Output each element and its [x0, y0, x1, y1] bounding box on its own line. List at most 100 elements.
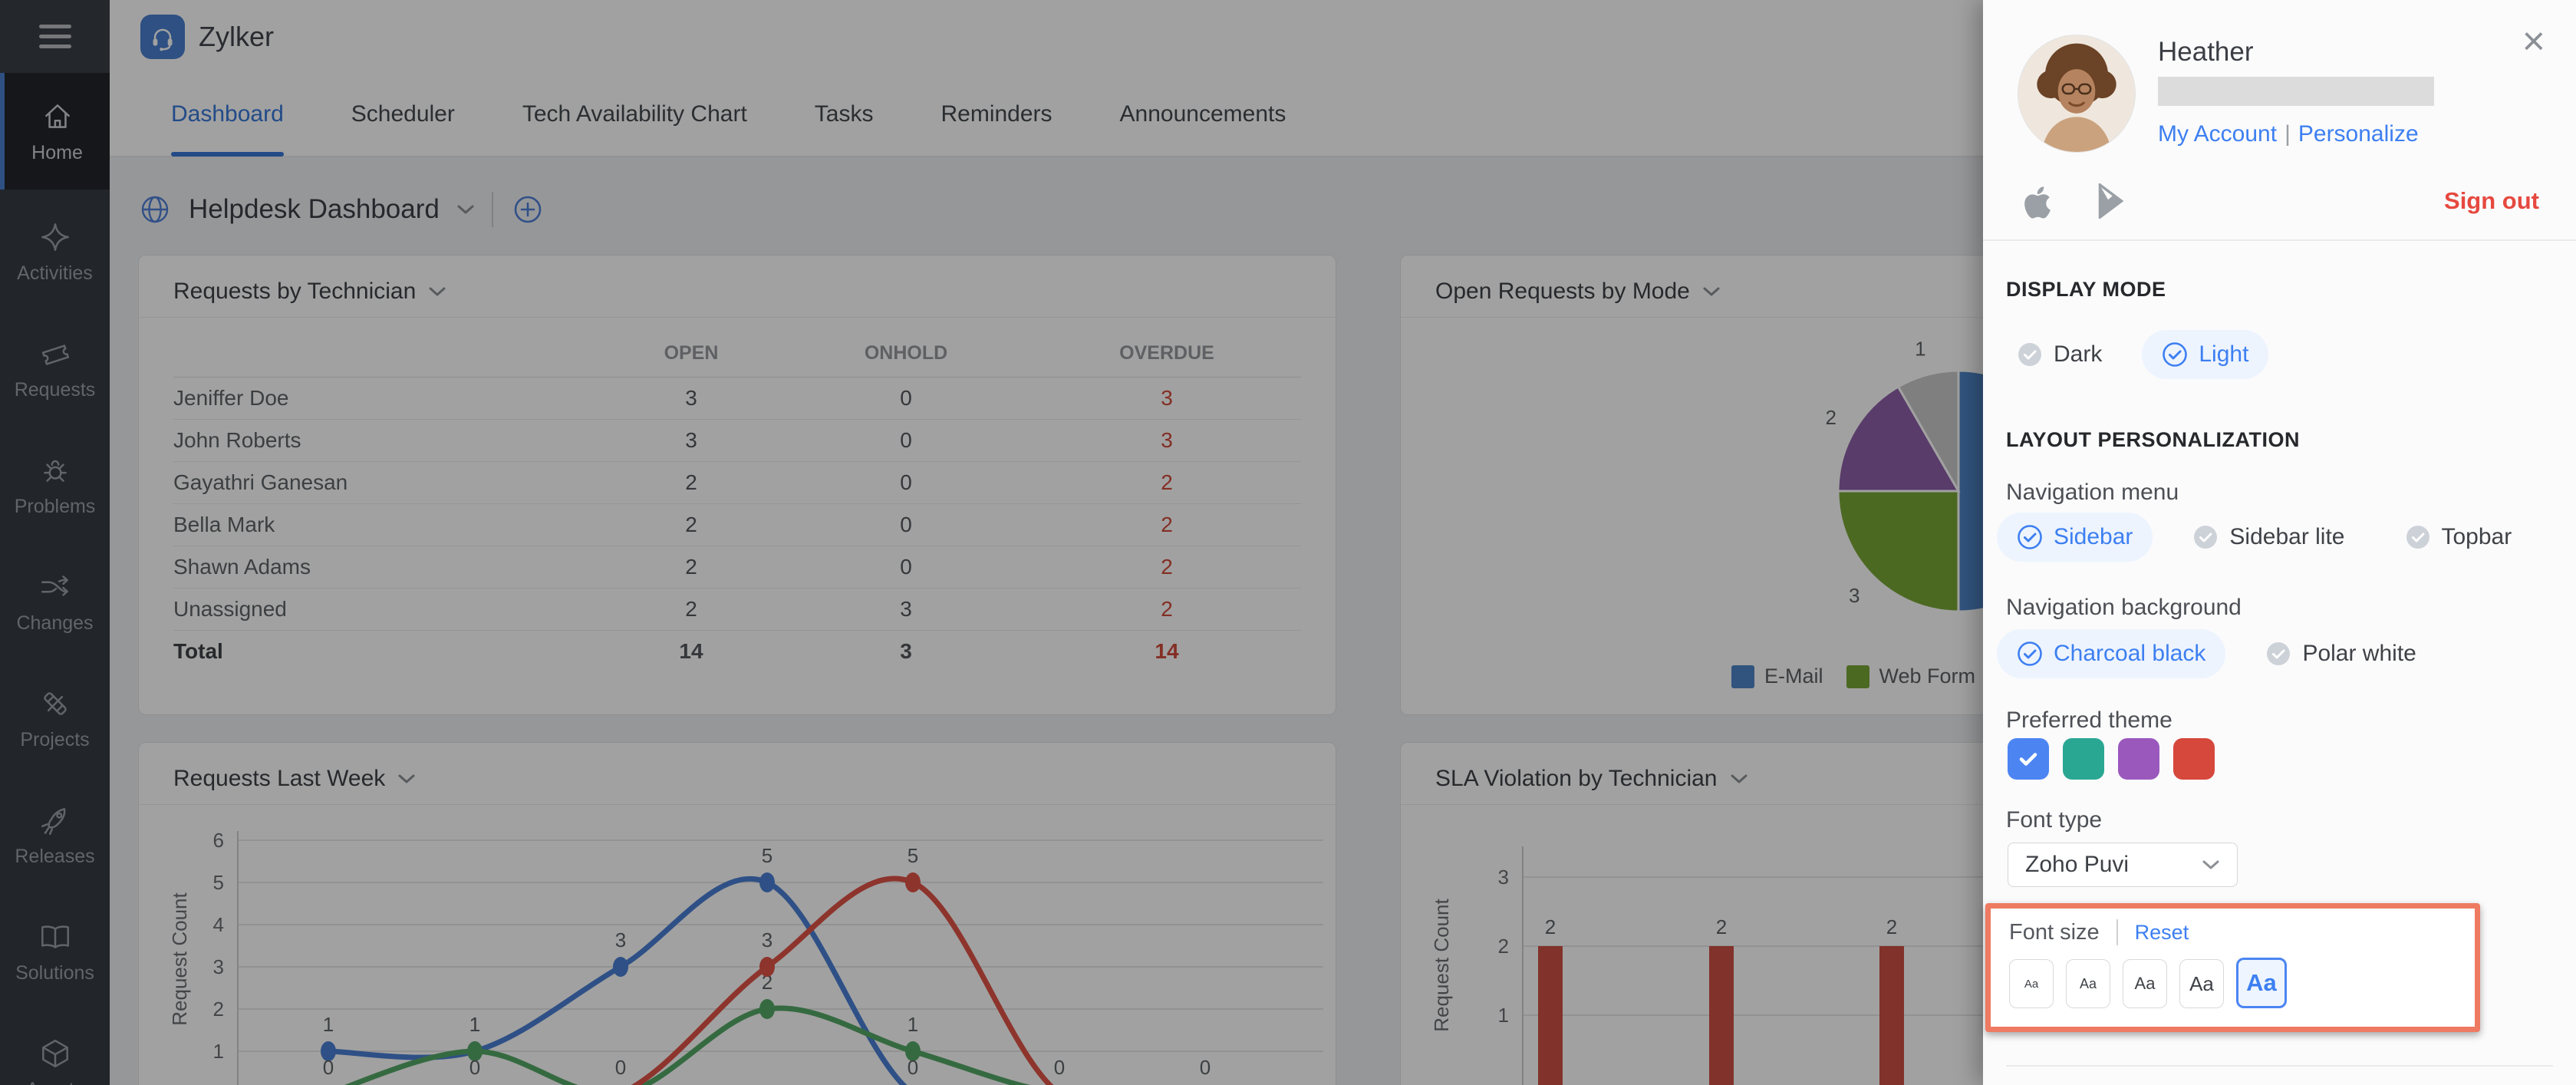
sidebar-item-assets[interactable]: Assets [0, 1010, 110, 1085]
page-title[interactable]: Helpdesk Dashboard [189, 194, 440, 224]
theme-swatch-red[interactable] [2173, 738, 2215, 780]
divider [1401, 317, 2518, 318]
table-row[interactable]: Unassigned 2 3 2 [173, 589, 1301, 631]
option-sidebar-lite[interactable]: Sidebar lite [2172, 513, 2364, 562]
widget-title-dropdown[interactable]: Requests Last Week [173, 766, 416, 792]
page-title-row: Helpdesk Dashboard [138, 183, 545, 236]
widget-title-dropdown[interactable]: Requests by Technician [173, 279, 446, 305]
sidebar-item-releases[interactable]: Releases [0, 777, 110, 893]
svg-text:3: 3 [762, 928, 772, 951]
apple-store-icon[interactable] [2023, 183, 2055, 219]
chevron-down-icon[interactable] [456, 204, 475, 215]
tab-tasks[interactable]: Tasks [814, 101, 874, 127]
table-row[interactable]: Gayathri Ganesan 2 0 2 [173, 462, 1301, 504]
svg-text:2: 2 [1545, 915, 1556, 938]
sidebar-item-label: Problems [14, 495, 96, 517]
my-account-link[interactable]: My Account [2158, 121, 2278, 147]
tab-tech-availability-chart[interactable]: Tech Availability Chart [522, 101, 747, 127]
sidebar-item-activities[interactable]: Activities [0, 193, 110, 310]
user-email-placeholder [2158, 77, 2434, 106]
sign-out-button[interactable]: Sign out [2444, 187, 2539, 214]
option-topbar[interactable]: Topbar [2385, 513, 2532, 562]
font-size-button-3[interactable]: Aa [2123, 959, 2167, 1008]
chevron-down-icon [2202, 860, 2219, 869]
sidebar-item-label: Home [31, 141, 83, 163]
widget-title-dropdown[interactable]: SLA Violation by Technician [1435, 766, 1748, 792]
personalize-link[interactable]: Personalize [2298, 121, 2419, 147]
font-size-button-4[interactable]: Aa [2179, 959, 2224, 1008]
sidebar-item-solutions[interactable]: Solutions [0, 893, 110, 1010]
svg-text:1: 1 [469, 1013, 480, 1036]
sidebar-nav: Home Activities Requests Problems Change… [0, 0, 110, 1085]
legend-item[interactable]: E-Mail [1731, 665, 1823, 688]
theme-swatch-purple[interactable] [2118, 738, 2159, 780]
user-name: Heather [2158, 37, 2254, 67]
sidebar-item-projects[interactable]: Projects [0, 660, 110, 777]
sidebar-item-problems[interactable]: Problems [0, 427, 110, 543]
account-links: My Account | Personalize [2158, 121, 2419, 147]
widget-title-dropdown[interactable]: Open Requests by Mode [1435, 279, 1721, 305]
sidebar-item-label: Projects [20, 728, 90, 750]
close-icon[interactable]: × [2522, 19, 2545, 64]
svg-text:1: 1 [1498, 1004, 1509, 1027]
option-charcoal-black[interactable]: Charcoal black [1997, 629, 2226, 678]
sidebar-item-label: Activities [17, 262, 93, 284]
theme-swatch-teal[interactable] [2063, 738, 2104, 780]
font-size-label: Font size [2009, 919, 2100, 945]
legend-swatch [1846, 665, 1869, 688]
tab-reminders[interactable]: Reminders [940, 101, 1052, 127]
font-size-button-2[interactable]: Aa [2066, 959, 2110, 1008]
requests-table: OPEN ONHOLD OVERDUE Jeniffer Doe 3 0 3 J… [173, 329, 1301, 672]
svg-text:1: 1 [908, 1013, 918, 1036]
google-play-icon[interactable] [2097, 183, 2130, 219]
table-row[interactable]: Shawn Adams 2 0 2 [173, 546, 1301, 589]
svg-text:1: 1 [213, 1040, 224, 1063]
theme-swatches [2008, 738, 2215, 780]
svg-text:0: 0 [1054, 1056, 1065, 1079]
svg-text:2: 2 [762, 971, 772, 994]
font-type-label: Font type [2006, 807, 2103, 833]
sidebar-item-label: Assets [26, 1079, 84, 1085]
tab-scheduler[interactable]: Scheduler [351, 101, 455, 127]
legend-swatch [1731, 665, 1754, 688]
font-type-select[interactable]: Zoho Puvi [2008, 843, 2238, 887]
font-size-reset-link[interactable]: Reset [2134, 920, 2189, 944]
sidebar-item-requests[interactable]: Requests [0, 310, 110, 427]
svg-text:2: 2 [1825, 406, 1836, 429]
modal-dim-overlay[interactable] [0, 0, 1983, 1085]
svg-text:Request Count: Request Count [1430, 899, 1453, 1032]
svg-text:6: 6 [213, 829, 224, 852]
option-polar-white[interactable]: Polar white [2245, 629, 2436, 678]
divider [491, 192, 493, 227]
sidebar-item-label: Releases [15, 845, 95, 867]
add-dashboard-icon[interactable] [510, 192, 545, 227]
theme-swatch-blue[interactable] [2008, 738, 2049, 780]
check-circle-icon [2194, 526, 2218, 549]
tab-dashboard[interactable]: Dashboard [171, 72, 284, 157]
hamburger-menu-icon[interactable] [0, 0, 110, 73]
sidebar-item-label: Solutions [15, 961, 94, 984]
sidebar-item-changes[interactable]: Changes [0, 543, 110, 660]
table-row[interactable]: Jeniffer Doe 3 0 3 [173, 378, 1301, 420]
option-dark[interactable]: Dark [1997, 330, 2122, 379]
option-sidebar[interactable]: Sidebar [1997, 513, 2153, 562]
svg-text:2: 2 [1886, 915, 1897, 938]
avatar [2018, 35, 2136, 153]
preferred-theme-label: Preferred theme [2006, 707, 2172, 733]
check-circle-icon [2267, 642, 2291, 665]
divider [1983, 239, 2576, 241]
font-size-button-5[interactable]: Aa [2236, 958, 2287, 1008]
navigation-menu-label: Navigation menu [2006, 480, 2179, 505]
tab-announcements[interactable]: Announcements [1119, 101, 1286, 127]
font-size-button-1[interactable]: Aa [2009, 959, 2054, 1008]
table-row[interactable]: Bella Mark 2 0 2 [173, 504, 1301, 546]
option-light[interactable]: Light [2142, 330, 2269, 379]
check-circle-icon [2163, 342, 2188, 367]
legend-item[interactable]: Web Form [1846, 665, 1975, 688]
sidebar-item-home[interactable]: Home [0, 73, 110, 190]
display-mode-options: Dark Light [1997, 330, 2269, 379]
svg-text:5: 5 [762, 844, 772, 867]
table-row[interactable]: John Roberts 3 0 3 [173, 420, 1301, 462]
globe-icon [141, 196, 169, 223]
